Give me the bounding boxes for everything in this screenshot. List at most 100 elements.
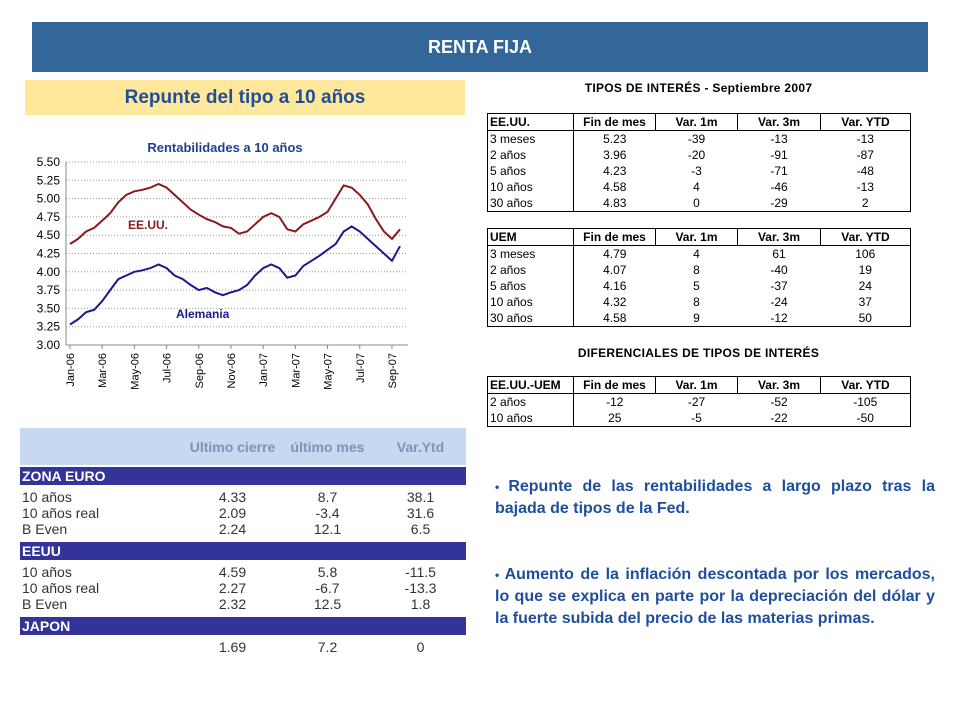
x-tick-label: Sep-07 bbox=[387, 353, 399, 388]
header-cell: Var. 1m bbox=[655, 228, 738, 246]
cell: -13 bbox=[770, 132, 788, 146]
cell: -3 bbox=[691, 164, 702, 178]
y-tick-label: 5.00 bbox=[37, 192, 61, 206]
row: 10 años 4.32 8 -24 37 bbox=[487, 294, 911, 310]
header-cell: Var. 1m bbox=[655, 113, 738, 131]
cell: 4.58 bbox=[603, 180, 627, 194]
header-cell: Var. 3m bbox=[737, 228, 821, 246]
header-cell: Fin de mes bbox=[573, 228, 656, 246]
cell: -24 bbox=[770, 295, 788, 309]
row: 3 meses 4.79 4 61 106 bbox=[487, 245, 911, 262]
header-cell bbox=[20, 428, 185, 466]
section-cell: EEUU bbox=[20, 540, 466, 560]
x-tick-label: Sep-06 bbox=[194, 353, 206, 388]
line-series bbox=[69, 225, 401, 326]
x-tick-label: May-07 bbox=[323, 353, 335, 390]
cell: -91 bbox=[770, 148, 788, 162]
cell: 5.8 bbox=[317, 564, 338, 580]
section-row: EEUU bbox=[20, 540, 466, 560]
cell: 10 años bbox=[487, 294, 574, 310]
row: 5 años 4.16 5 -37 24 bbox=[487, 278, 911, 294]
row: 2 años -12 -27 -52 -105 bbox=[487, 393, 911, 410]
row: 2 años 4.07 8 -40 19 bbox=[487, 262, 911, 278]
cell: -50 bbox=[856, 411, 874, 425]
cell: 2.24 bbox=[218, 521, 247, 537]
cell: -13.3 bbox=[404, 580, 437, 596]
header-row: EE.UU. Fin de mes Var. 1m Var. 3m Var. YTD bbox=[487, 113, 911, 131]
cell: 5 años bbox=[487, 278, 574, 294]
y-tick-label: 4.25 bbox=[37, 247, 61, 261]
cell: -22 bbox=[770, 411, 788, 425]
cell: 2.32 bbox=[218, 596, 247, 612]
cell: 37 bbox=[858, 295, 872, 309]
series-label: Alemania bbox=[176, 307, 230, 321]
row: 2 años 3.96 -20 -91 -87 bbox=[487, 147, 911, 163]
cell: 0 bbox=[416, 639, 425, 655]
cell: 2 bbox=[861, 196, 869, 210]
x-tick-label: Mar-06 bbox=[97, 353, 109, 388]
label-cell bbox=[20, 639, 185, 655]
cell: 4.83 bbox=[603, 196, 627, 210]
cell: 25 bbox=[608, 411, 622, 425]
header-cell: Var. 1m bbox=[655, 376, 738, 394]
cell: -12 bbox=[770, 311, 788, 325]
y-tick-label: 4.75 bbox=[37, 210, 61, 224]
spreads-title: DIFERENCIALES DE TIPOS DE INTERÉS bbox=[577, 346, 820, 360]
cell: -37 bbox=[770, 279, 788, 293]
x-tick-label: Nov-06 bbox=[226, 353, 238, 388]
cell: 5 años bbox=[487, 163, 574, 179]
row: 10 años 4.33 8.7 38.1 bbox=[20, 489, 466, 505]
cell: 30 años bbox=[487, 195, 574, 212]
row: 10 años 4.58 4 -46 -13 bbox=[487, 179, 911, 195]
header-cell: Var.Ytd bbox=[375, 428, 466, 466]
cell: -87 bbox=[856, 148, 874, 162]
bullet: Aumento de la inflación descontada por l… bbox=[495, 564, 935, 630]
cell: -105 bbox=[853, 395, 878, 409]
x-tick-label: Jan-06 bbox=[65, 353, 77, 387]
header-cell: Var. 3m bbox=[737, 376, 821, 394]
cell: 8.7 bbox=[317, 489, 338, 505]
header-cell: Var. YTD bbox=[820, 228, 911, 246]
cell: -39 bbox=[687, 132, 706, 146]
cell: 2 años bbox=[487, 262, 574, 278]
cell: 2 años bbox=[487, 393, 574, 410]
cell: 12.5 bbox=[313, 596, 342, 612]
cell: 4.58 bbox=[603, 311, 627, 325]
cell: 5.23 bbox=[603, 132, 627, 146]
cell: 4.79 bbox=[603, 247, 627, 261]
y-tick-label: 5.25 bbox=[37, 173, 61, 187]
row: 30 años 4.83 0 -29 2 bbox=[487, 195, 911, 212]
y-tick-label: 4.00 bbox=[37, 265, 61, 279]
cell: 61 bbox=[772, 247, 786, 261]
section-row: JAPON bbox=[20, 615, 466, 635]
cell: -11.5 bbox=[405, 564, 436, 580]
y-tick-label: 3.75 bbox=[37, 283, 61, 297]
x-tick-label: Jul-07 bbox=[355, 353, 367, 383]
row: 3 meses 5.23 -39 -13 -13 bbox=[487, 130, 911, 147]
x-tick-label: Jul-06 bbox=[162, 353, 174, 383]
cell: 4 bbox=[693, 180, 700, 194]
cell: -13 bbox=[856, 180, 874, 194]
cell: 7.2 bbox=[317, 639, 338, 655]
cell: 50 bbox=[858, 311, 872, 325]
cell: 4 bbox=[693, 247, 700, 261]
cell: -48 bbox=[856, 164, 874, 178]
cell: -3.4 bbox=[315, 505, 340, 521]
cell: -12 bbox=[606, 395, 624, 409]
label-cell: 10 años bbox=[22, 489, 72, 505]
cell: 9 bbox=[693, 311, 700, 325]
cell: 6.5 bbox=[410, 521, 431, 537]
cell: 30 años bbox=[487, 310, 574, 327]
row: 10 años 25 -5 -22 -50 bbox=[487, 410, 911, 427]
row: 30 años 4.58 9 -12 50 bbox=[487, 310, 911, 327]
label-cell: B Even bbox=[22, 596, 68, 612]
row: 10 años real 2.09 -3.4 31.6 bbox=[20, 505, 466, 521]
header-cell: Var. 3m bbox=[737, 113, 821, 131]
cell: -46 bbox=[770, 180, 788, 194]
bullet: Repunte de las rentabilidades a largo pl… bbox=[495, 476, 935, 520]
cell: 4.59 bbox=[218, 564, 247, 580]
label-cell: B Even bbox=[22, 521, 68, 537]
cell: -40 bbox=[770, 263, 788, 277]
